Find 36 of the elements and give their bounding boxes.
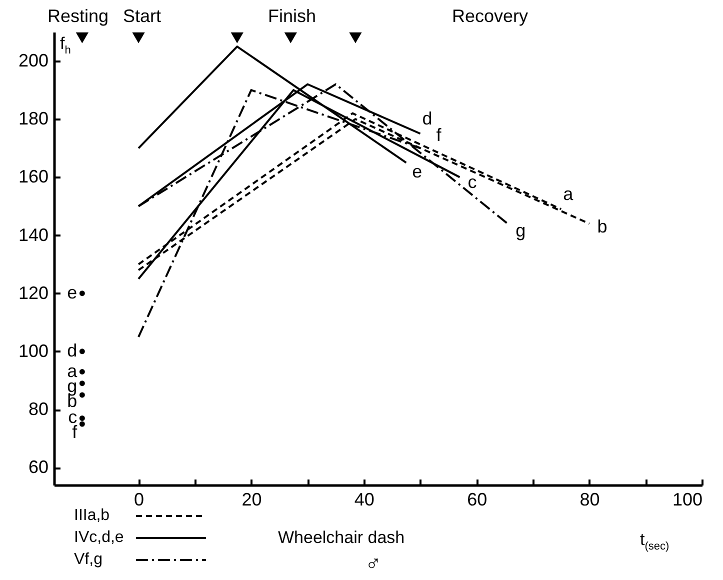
y-tick-label: 80 xyxy=(28,399,48,419)
text: ♂ xyxy=(365,550,382,576)
x-tick-label: 0 xyxy=(134,490,144,510)
text: Start xyxy=(122,6,162,26)
text: IVc,d,e xyxy=(74,529,125,547)
y-tick-label: 200 xyxy=(18,50,48,71)
text: Resting xyxy=(47,6,109,26)
series-label: a xyxy=(563,184,574,204)
y-tick-label: 100 xyxy=(18,340,48,361)
y-tick-label: 120 xyxy=(18,282,48,303)
data-label: f xyxy=(72,422,78,442)
data-label: e xyxy=(67,282,78,302)
y-tick-label: 180 xyxy=(18,108,48,129)
data-label: d xyxy=(67,340,78,360)
x-tick-label: 60 xyxy=(467,490,488,510)
x-tick-label: 80 xyxy=(580,490,600,510)
series-label: g xyxy=(516,220,526,241)
x-tick-label: 20 xyxy=(242,490,262,510)
series-label: b xyxy=(597,216,608,237)
y-axis-title: f$_{h}$ xyxy=(60,34,71,56)
series-label: d xyxy=(422,108,432,129)
x-tick-label: 40 xyxy=(354,490,374,510)
y-tick-label: 140 xyxy=(18,224,48,245)
text: Recovery xyxy=(452,6,528,26)
y-tick-label: 160 xyxy=(18,166,48,187)
data-label: a xyxy=(67,360,78,381)
text: Vf,g xyxy=(74,551,104,569)
series-label: f xyxy=(436,125,442,146)
series-label: e xyxy=(412,162,422,182)
text: IIIa,b xyxy=(74,507,111,525)
y-tick-label: 60 xyxy=(28,457,48,478)
text: Wheelchair dash xyxy=(278,528,405,548)
x-axis-title: t$_{(sec)}$ xyxy=(640,530,670,552)
x-tick-label: 100 xyxy=(672,490,702,510)
text: Finish xyxy=(268,6,316,26)
series-label: c xyxy=(468,172,477,192)
